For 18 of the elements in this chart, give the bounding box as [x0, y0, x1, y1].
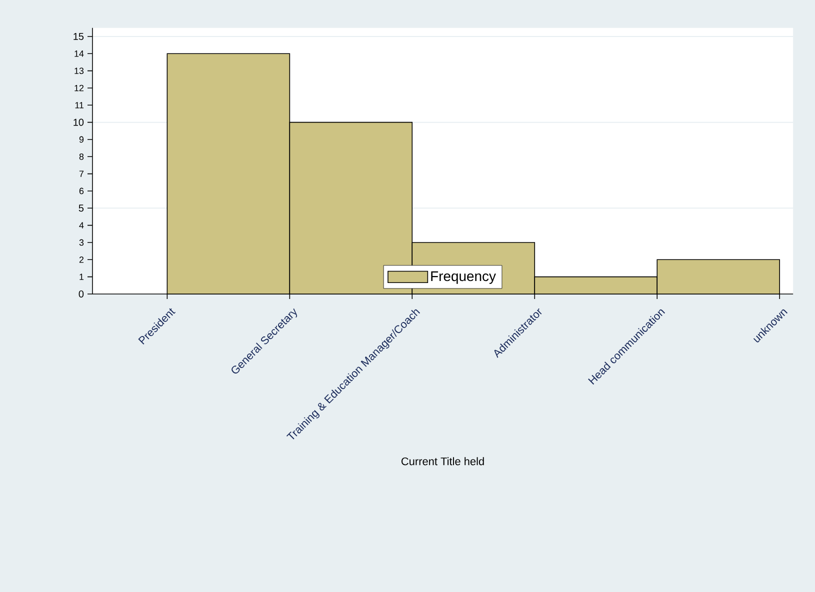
- x-axis-title: Current Title held: [402, 457, 484, 466]
- y-tick-label: 8: [79, 153, 84, 160]
- y-tick-label: 11: [75, 102, 84, 108]
- y-tick-label: 15: [74, 33, 84, 40]
- y-tick-label: 14: [74, 50, 84, 57]
- legend-label: Frequency: [431, 271, 496, 284]
- y-tick-label: 0: [78, 290, 84, 298]
- y-tick-label: 2: [79, 256, 84, 263]
- y-tick-label: 10: [74, 118, 84, 126]
- y-tick-label: 6: [79, 188, 84, 194]
- y-tick-label: 9: [79, 136, 84, 143]
- y-tick-label: 5: [78, 204, 84, 212]
- y-tick-label: 3: [79, 239, 84, 246]
- y-tick-label: 4: [79, 222, 84, 228]
- y-tick-label: 1: [80, 274, 84, 280]
- y-tick-label: 13: [74, 68, 84, 74]
- y-tick-label: 7: [79, 170, 84, 177]
- y-tick-label: 12: [74, 84, 84, 92]
